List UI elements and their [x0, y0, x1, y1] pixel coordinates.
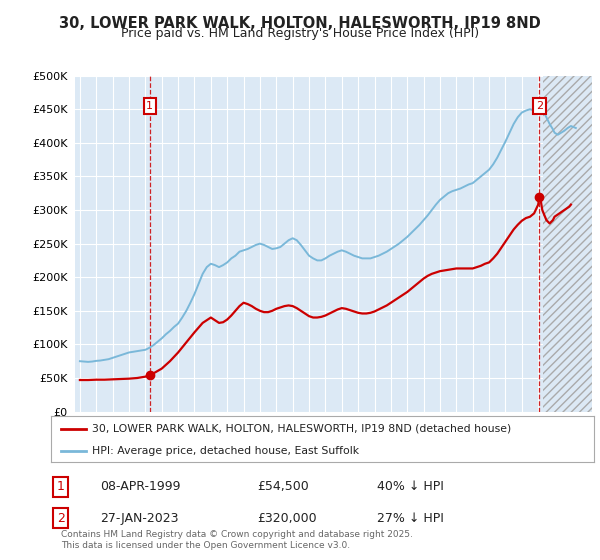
Text: 2: 2	[536, 101, 543, 111]
Text: 40% ↓ HPI: 40% ↓ HPI	[377, 480, 443, 493]
Text: £54,500: £54,500	[257, 480, 309, 493]
Text: 27-JAN-2023: 27-JAN-2023	[100, 512, 178, 525]
Text: 30, LOWER PARK WALK, HOLTON, HALESWORTH, IP19 8ND: 30, LOWER PARK WALK, HOLTON, HALESWORTH,…	[59, 16, 541, 31]
Text: 2: 2	[57, 512, 65, 525]
Text: Contains HM Land Registry data © Crown copyright and database right 2025.
This d: Contains HM Land Registry data © Crown c…	[61, 530, 413, 550]
Text: 1: 1	[57, 480, 65, 493]
Text: 08-APR-1999: 08-APR-1999	[100, 480, 181, 493]
Bar	[543, 76, 592, 412]
Text: £320,000: £320,000	[257, 512, 317, 525]
Text: Price paid vs. HM Land Registry's House Price Index (HPI): Price paid vs. HM Land Registry's House …	[121, 27, 479, 40]
Text: HPI: Average price, detached house, East Suffolk: HPI: Average price, detached house, East…	[92, 446, 359, 455]
Text: 30, LOWER PARK WALK, HOLTON, HALESWORTH, IP19 8ND (detached house): 30, LOWER PARK WALK, HOLTON, HALESWORTH,…	[92, 424, 511, 434]
Text: 27% ↓ HPI: 27% ↓ HPI	[377, 512, 443, 525]
Text: 1: 1	[146, 101, 153, 111]
